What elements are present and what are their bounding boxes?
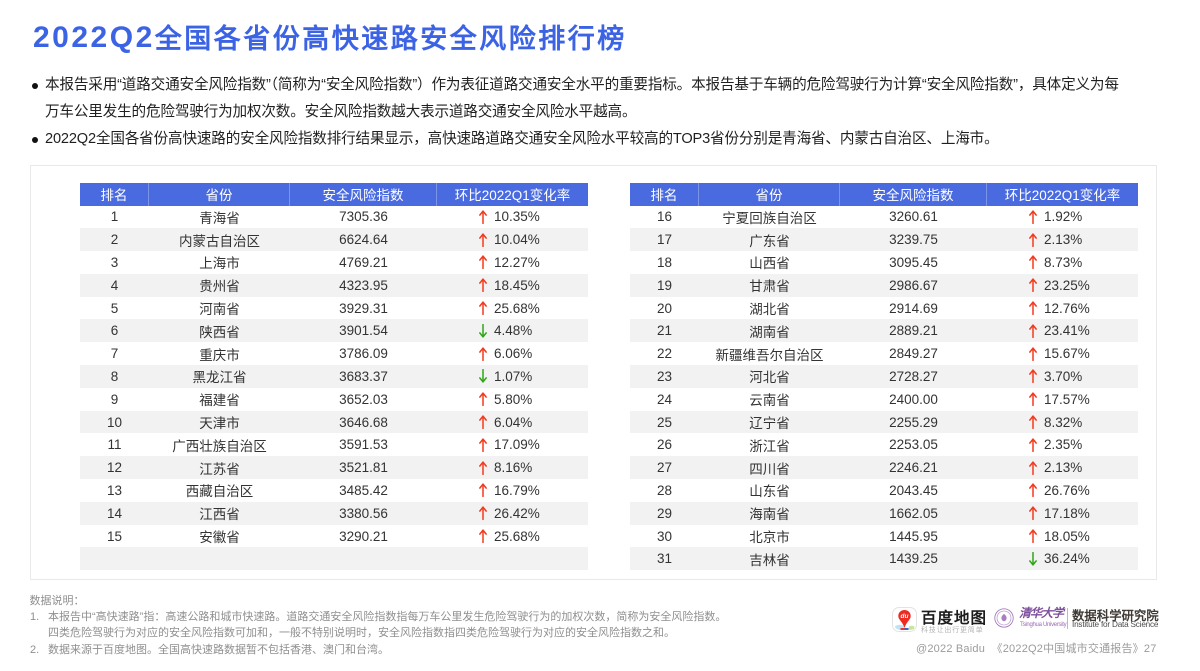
svg-text:du: du [901,613,909,620]
